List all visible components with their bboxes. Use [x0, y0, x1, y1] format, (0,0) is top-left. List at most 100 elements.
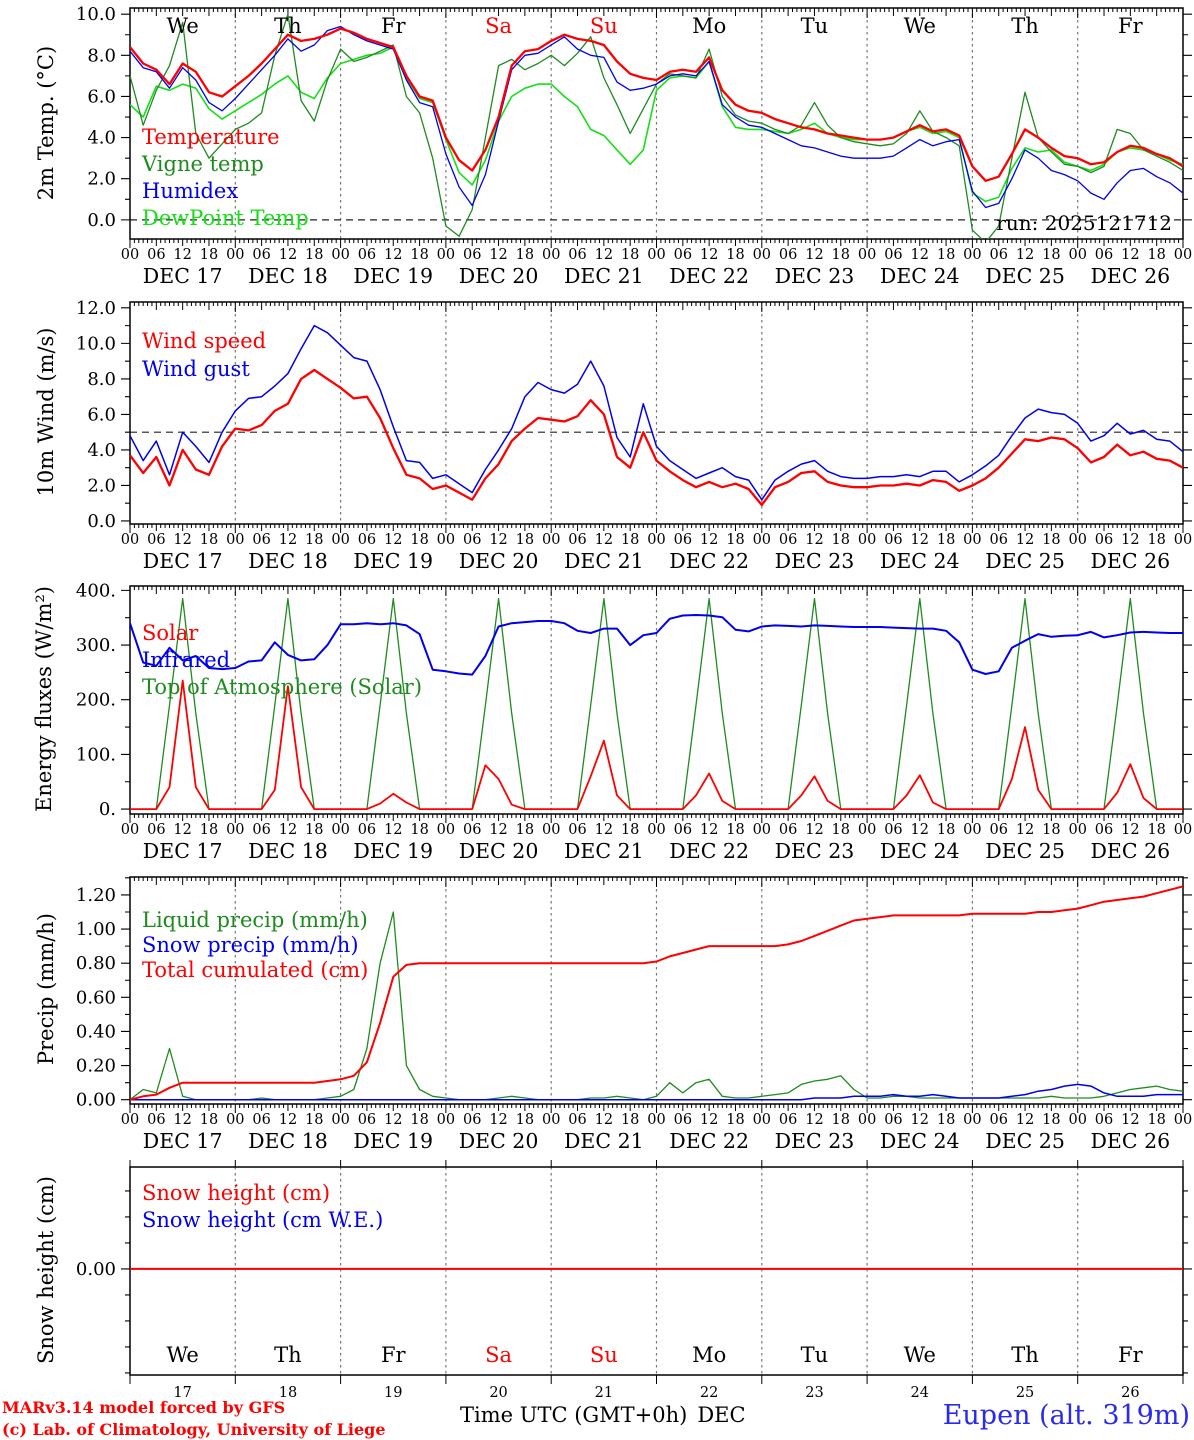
y-tick-label: 0.40	[76, 1021, 116, 1042]
x-hour-label: 06	[779, 1112, 797, 1128]
series-solar	[130, 679, 1183, 810]
x-hour-label: 06	[779, 822, 797, 838]
x-hour-label: 00	[858, 247, 876, 263]
x-hour-label: 18	[832, 247, 850, 263]
x-hour-label: 12	[1016, 532, 1034, 548]
x-day-number: 19	[384, 1385, 402, 1401]
weekday-label: Fr	[381, 1343, 407, 1367]
x-hour-label: 18	[726, 822, 744, 838]
x-day-number: 24	[911, 1385, 929, 1401]
weekday-label: Fr	[1118, 1343, 1144, 1367]
x-hour-label: 12	[595, 532, 613, 548]
x-hour-label: 06	[884, 532, 902, 548]
x-hour-label: 18	[1042, 247, 1060, 263]
series-wind-speed	[130, 368, 1183, 507]
x-hour-label: 00	[1174, 1112, 1192, 1128]
x-day-label: DEC 23	[775, 1129, 855, 1153]
x-day-label: DEC 26	[1090, 1129, 1170, 1153]
x-hour-label: 06	[147, 247, 165, 263]
x-hour-label: 06	[674, 247, 692, 263]
time-axis-label: Time UTC (GMT+0h)	[460, 1403, 688, 1427]
x-hour-label: 06	[989, 247, 1007, 263]
x-day-number: 18	[279, 1385, 297, 1401]
x-hour-label: 18	[832, 532, 850, 548]
y-tick-label: 8.0	[87, 45, 116, 66]
time-axis-title: Time UTC (GMT+0h) DEC	[460, 1403, 746, 1427]
x-hour-label: 00	[963, 247, 981, 263]
x-hour-label: 00	[753, 247, 771, 263]
y-tick-label: 100.	[76, 744, 116, 765]
x-day-label: DEC 24	[880, 1129, 960, 1153]
x-hour-label: 06	[252, 247, 270, 263]
legend-label: Snow height (cm)	[142, 1181, 330, 1205]
legend-label: Solar	[142, 621, 199, 645]
x-hour-label: 12	[1016, 247, 1034, 263]
x-hour-label: 18	[1042, 822, 1060, 838]
x-hour-label: 06	[463, 1112, 481, 1128]
x-hour-label: 18	[1147, 247, 1165, 263]
x-day-label: DEC 17	[143, 839, 223, 863]
x-hour-label: 12	[384, 822, 402, 838]
x-hour-label: 06	[1095, 822, 1113, 838]
x-hour-label: 18	[1042, 1112, 1060, 1128]
x-hour-label: 06	[1095, 1112, 1113, 1128]
x-hour-label: 06	[989, 822, 1007, 838]
x-hour-label: 00	[226, 1112, 244, 1128]
x-hour-label: 00	[437, 1112, 455, 1128]
x-day-label: DEC 26	[1090, 839, 1170, 863]
x-hour-label: 00	[437, 532, 455, 548]
x-hour-label: 00	[542, 822, 560, 838]
x-hour-label: 12	[911, 247, 929, 263]
x-hour-label: 12	[1121, 247, 1139, 263]
x-hour-label: 12	[384, 247, 402, 263]
x-day-label: DEC 25	[985, 839, 1065, 863]
x-hour-label: 18	[1147, 1112, 1165, 1128]
x-hour-label: 12	[489, 247, 507, 263]
x-hour-label: 00	[121, 247, 139, 263]
x-hour-label: 18	[621, 822, 639, 838]
x-hour-label: 12	[1121, 822, 1139, 838]
x-hour-label: 00	[753, 1112, 771, 1128]
x-hour-label: 18	[1147, 532, 1165, 548]
x-hour-label: 18	[410, 822, 428, 838]
series-wind-gust	[130, 324, 1183, 501]
x-hour-label: 06	[463, 532, 481, 548]
x-hour-label: 00	[226, 247, 244, 263]
credit-line-2: (c) Lab. of Climatology, University of L…	[2, 1420, 386, 1439]
weekday-label: We	[904, 1343, 936, 1367]
x-hour-label: 06	[463, 822, 481, 838]
x-hour-label: 12	[911, 532, 929, 548]
x-day-label: DEC 22	[669, 839, 749, 863]
weekday-label: We	[166, 1343, 198, 1367]
x-hour-label: 00	[226, 822, 244, 838]
x-hour-label: 18	[200, 532, 218, 548]
x-hour-label: 00	[331, 1112, 349, 1128]
y-tick-label: 2.0	[87, 475, 116, 496]
x-hour-label: 12	[700, 1112, 718, 1128]
x-hour-label: 00	[647, 532, 665, 548]
y-tick-label: 0.80	[76, 953, 116, 974]
x-hour-label: 18	[937, 532, 955, 548]
legend-label: Total cumulated (cm)	[142, 958, 368, 982]
x-hour-label: 06	[252, 1112, 270, 1128]
panel-energy-fluxes: 0. 100. 200. 300. 400. Solar Infrared Top of At…	[76, 580, 1192, 863]
x-hour-label: 12	[1016, 1112, 1034, 1128]
x-day-label: DEC 19	[353, 549, 433, 573]
x-hour-label: 18	[832, 1112, 850, 1128]
y-tick-label: 2.0	[87, 169, 116, 190]
x-hour-label: 18	[305, 822, 323, 838]
x-hour-label: 00	[753, 822, 771, 838]
x-hour-label: 00	[1068, 1112, 1086, 1128]
x-hour-label: 12	[173, 532, 191, 548]
y-tick-label: 8.0	[87, 369, 116, 390]
x-day-label: DEC 24	[880, 264, 960, 288]
x-hour-label: 00	[858, 1112, 876, 1128]
weekday-label: Th	[1011, 14, 1039, 38]
x-hour-label: 00	[121, 822, 139, 838]
y-tick-label: 4.0	[87, 128, 116, 149]
x-day-label: DEC 23	[775, 549, 855, 573]
x-hour-label: 18	[621, 247, 639, 263]
y-tick-label: 12.0	[76, 298, 116, 319]
x-hour-label: 12	[489, 1112, 507, 1128]
